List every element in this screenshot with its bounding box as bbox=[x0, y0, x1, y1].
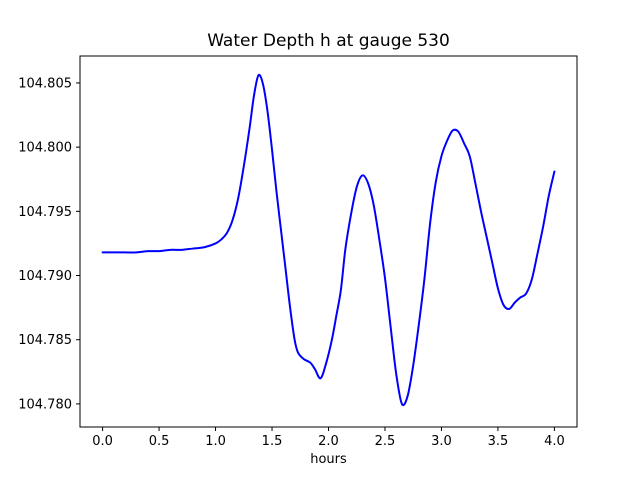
water-depth-line bbox=[101, 73, 556, 407]
x-axis-label: hours bbox=[310, 452, 347, 467]
x-tick-label: 3.0 bbox=[431, 434, 452, 449]
x-tick-label: 0.5 bbox=[149, 434, 170, 449]
x-tick-label: 2.0 bbox=[318, 434, 339, 449]
x-tick-label: 1.5 bbox=[262, 434, 283, 449]
y-tick-label: 104.800 bbox=[18, 141, 72, 156]
plot-border bbox=[79, 55, 578, 428]
x-tick-label: 0.0 bbox=[92, 434, 113, 449]
y-tick-label: 104.785 bbox=[18, 333, 72, 348]
x-tick-label: 1.0 bbox=[205, 434, 226, 449]
x-tick-label: 3.5 bbox=[488, 434, 509, 449]
x-tick-label: 4.0 bbox=[544, 434, 565, 449]
x-tick-label: 2.5 bbox=[375, 434, 396, 449]
y-tick-label: 104.780 bbox=[18, 397, 72, 412]
y-tick-label: 104.805 bbox=[18, 76, 72, 91]
y-tick-label: 104.795 bbox=[18, 205, 72, 220]
chart-title: Water Depth h at gauge 530 bbox=[207, 31, 450, 51]
y-tick-label: 104.790 bbox=[18, 269, 72, 284]
